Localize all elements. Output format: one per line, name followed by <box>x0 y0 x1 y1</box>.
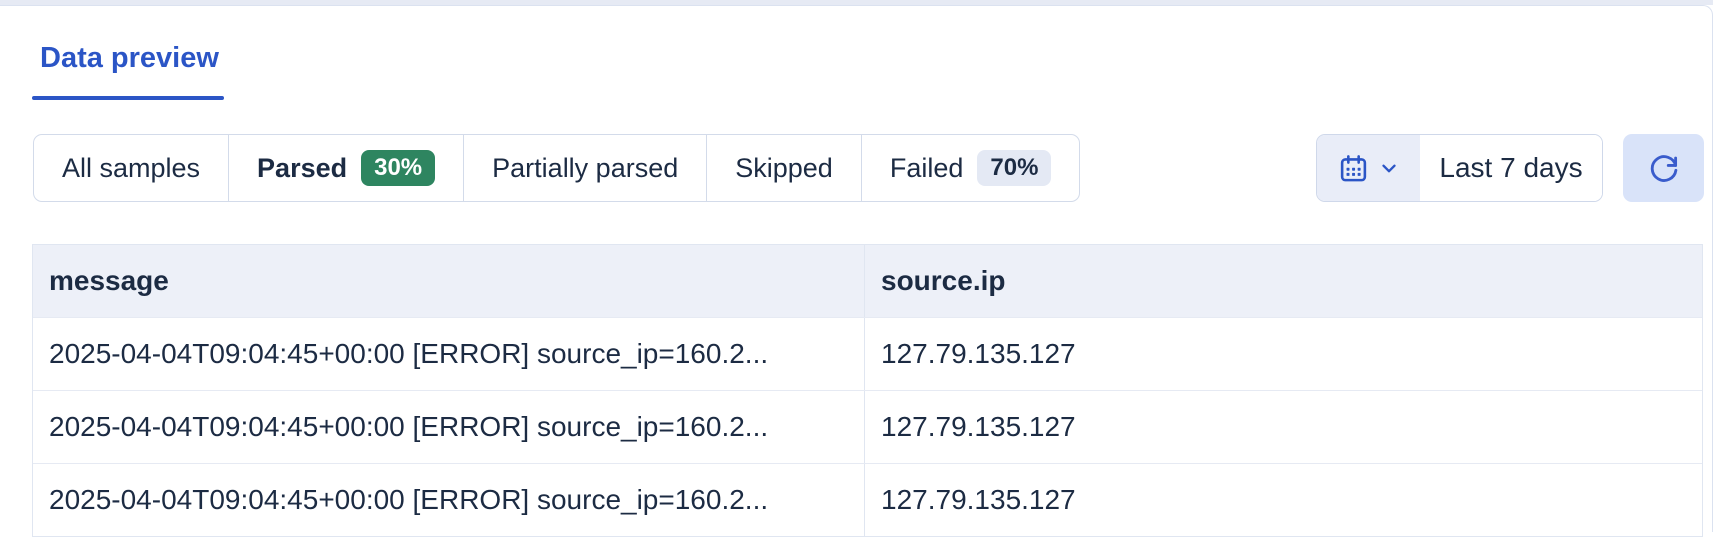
cell-message: 2025-04-04T09:04:45+00:00 [ERROR] source… <box>49 338 769 369</box>
page-background-strip <box>0 0 1713 5</box>
failed-percentage-badge: 70% <box>977 149 1052 187</box>
filter-label: All samples <box>62 152 201 183</box>
filter-label: Failed <box>889 152 964 183</box>
filter-label: Skipped <box>735 152 833 183</box>
data-preview-table: message source.ip 2025-04-04T09:04:45+00… <box>32 244 1703 537</box>
filter-partially-parsed-button[interactable]: Partially parsed <box>463 135 706 201</box>
parsed-percentage-badge: 30% <box>361 149 436 187</box>
table-row[interactable]: 2025-04-04T09:04:45+00:00 [ERROR] source… <box>33 463 1702 536</box>
refresh-icon <box>1647 151 1681 185</box>
data-preview-panel: Data preview All samples Parsed 30% Part… <box>0 5 1713 537</box>
date-quick-select-button[interactable] <box>1317 135 1420 201</box>
filter-all-samples-button[interactable]: All samples <box>34 135 228 201</box>
table-row[interactable]: 2025-04-04T09:04:45+00:00 [ERROR] source… <box>33 317 1702 390</box>
filter-label: Partially parsed <box>492 152 679 183</box>
calendar-icon <box>1338 153 1369 184</box>
cell-source-ip: 127.79.135.127 <box>864 464 1702 536</box>
column-header-source-ip: source.ip <box>864 245 1702 317</box>
cell-message: 2025-04-04T09:04:45+00:00 [ERROR] source… <box>49 484 769 515</box>
sample-filter-button-group: All samples Parsed 30% Partially parsed … <box>33 134 1081 202</box>
cell-message: 2025-04-04T09:04:45+00:00 [ERROR] source… <box>49 411 769 442</box>
cell-source-ip: 127.79.135.127 <box>864 391 1702 463</box>
cell-source-ip: 127.79.135.127 <box>864 318 1702 390</box>
column-header-message: message <box>49 265 169 296</box>
date-range-picker: Last 7 days <box>1316 134 1603 202</box>
tab-data-preview[interactable]: Data preview <box>40 42 219 74</box>
table-row[interactable]: 2025-04-04T09:04:45+00:00 [ERROR] source… <box>33 390 1702 463</box>
filter-skipped-button[interactable]: Skipped <box>706 135 861 201</box>
table-header-row: message source.ip <box>33 245 1702 317</box>
date-range-label[interactable]: Last 7 days <box>1420 135 1602 201</box>
filter-failed-button[interactable]: Failed 70% <box>860 135 1080 201</box>
chevron-down-icon <box>1378 157 1400 179</box>
tab-active-underline <box>32 96 224 100</box>
filter-label: Parsed <box>257 152 348 183</box>
filter-parsed-button[interactable]: Parsed 30% <box>228 135 463 201</box>
refresh-button[interactable] <box>1623 134 1704 202</box>
